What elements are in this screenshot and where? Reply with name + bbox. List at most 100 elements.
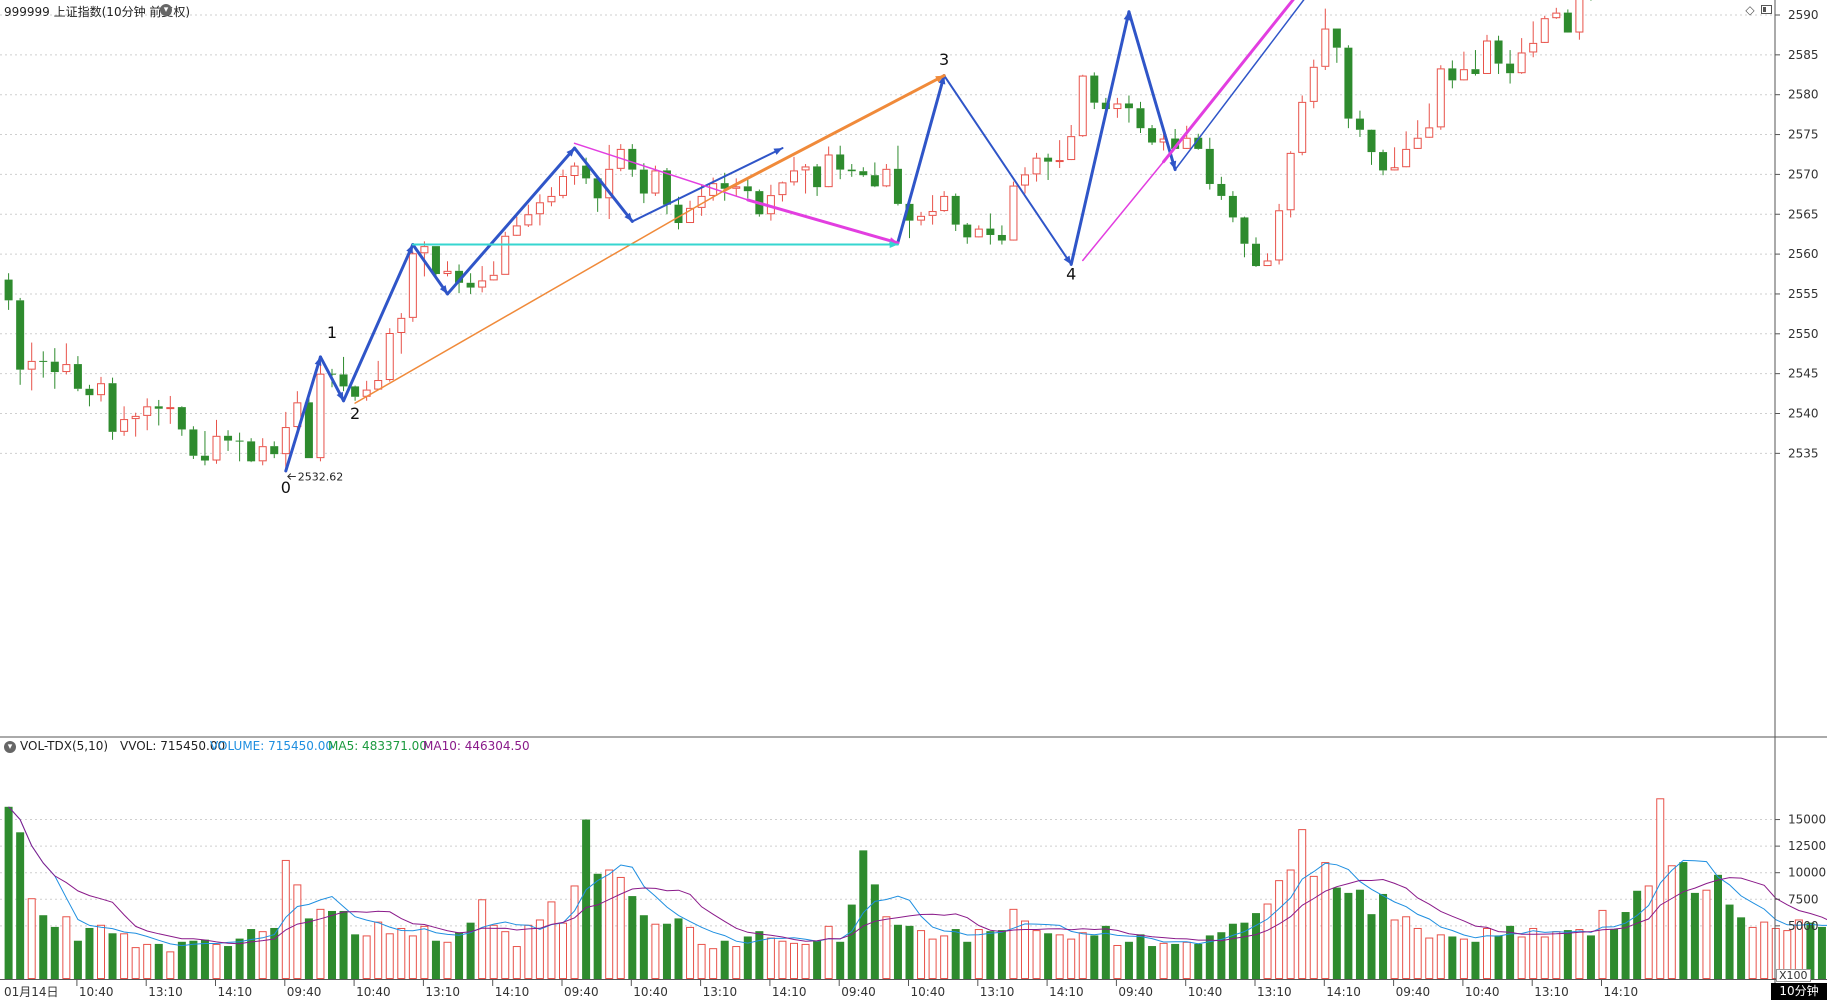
volume-bar <box>1667 865 1676 979</box>
volume-bar <box>1309 875 1318 979</box>
candle-body <box>501 235 510 275</box>
candle-body <box>131 415 140 420</box>
chevron-down-icon[interactable]: ▾ <box>4 741 16 753</box>
time-tick-label: 09:40 <box>564 985 599 999</box>
volume-bar <box>928 938 937 980</box>
candle-body <box>651 170 660 194</box>
volume-bar <box>1679 862 1688 979</box>
volume-layer <box>4 798 1827 980</box>
candle-body <box>559 175 567 196</box>
candle-body <box>1390 167 1399 171</box>
volume-bar <box>1598 909 1607 980</box>
time-tick-label: 10:40 <box>633 985 668 999</box>
volume-bar <box>108 933 117 979</box>
volume-bar <box>1817 926 1826 979</box>
wave-arrowhead <box>314 356 322 366</box>
time-tick-label: 10:40 <box>911 985 946 999</box>
candle-body <box>177 407 186 430</box>
time-tick-label: 10:40 <box>1465 985 1500 999</box>
wave-line <box>573 146 634 223</box>
wave-line <box>896 74 946 244</box>
volume-bar <box>1067 938 1076 980</box>
time-tick-label: 13:10 <box>1257 985 1292 999</box>
candle-body <box>905 203 914 221</box>
volume-bar <box>397 927 406 980</box>
candle-body <box>743 186 752 192</box>
chevron-down-icon[interactable]: ▾ <box>160 4 172 16</box>
price-tick-label: 2585 <box>1788 48 1819 62</box>
candle-body <box>1413 137 1422 149</box>
volume-bar <box>374 921 383 980</box>
volume-bar <box>870 884 879 979</box>
volume-bar <box>743 936 752 979</box>
panel-toggle-icon[interactable] <box>1761 5 1772 14</box>
volume-bar <box>824 925 833 979</box>
wave-line <box>354 189 726 404</box>
candle-body <box>420 246 429 254</box>
candle-body <box>674 204 683 224</box>
candle-body <box>1217 183 1226 196</box>
candle-body <box>97 383 105 396</box>
candle-body <box>1044 157 1053 162</box>
volume-bar <box>120 933 129 980</box>
volume-bar <box>408 935 417 979</box>
candle-body <box>535 202 544 215</box>
volume-bar <box>720 940 729 979</box>
volume-bar <box>559 922 567 980</box>
period-label[interactable]: 10分钟 <box>1771 983 1827 1000</box>
volume-bar <box>1436 934 1445 980</box>
candle-body <box>281 427 290 455</box>
volume-bar <box>1355 889 1364 979</box>
price-tick-label: 2555 <box>1788 287 1819 301</box>
candle-body <box>1078 75 1087 137</box>
volume-bar <box>732 946 741 979</box>
candle-body <box>1552 12 1561 19</box>
price-marker-label: 2532.62 <box>298 470 344 483</box>
wave-line <box>342 243 415 403</box>
candle-body <box>4 279 13 301</box>
volume-bar <box>131 947 140 979</box>
time-tick-label: 14:10 <box>495 985 530 999</box>
volume-bar <box>385 933 394 980</box>
candle-body <box>951 195 960 225</box>
volume-bar <box>662 923 671 979</box>
volume-bar <box>1448 936 1457 979</box>
candle-body <box>1471 69 1480 74</box>
wave-label: 1 <box>327 323 337 342</box>
candle-body <box>963 224 972 238</box>
volume-bar <box>1459 938 1468 980</box>
candle-body <box>859 171 868 176</box>
volume-bar <box>709 948 718 979</box>
candle-body <box>1321 28 1330 67</box>
candle-body <box>293 402 302 428</box>
candle-body <box>85 388 94 396</box>
candle-body <box>1240 217 1249 244</box>
volume-bar <box>1101 925 1110 979</box>
wave-arrowhead <box>336 391 344 401</box>
volume-bar <box>1113 944 1122 980</box>
volume-bar <box>836 941 845 979</box>
volume-bar <box>351 934 360 979</box>
volume-bar <box>1240 922 1249 979</box>
candle-body <box>1101 102 1110 110</box>
candle-body <box>928 211 937 216</box>
ma5-value: MA5: 483371.00 <box>328 739 427 753</box>
diamond-icon[interactable]: ◇ <box>1745 3 1755 17</box>
volume-bar <box>1044 933 1053 979</box>
volume-bar <box>177 941 186 979</box>
volume-bar <box>1760 921 1769 980</box>
candle-body <box>997 234 1006 241</box>
candle-body <box>1540 18 1549 43</box>
volume-bar <box>1644 885 1653 979</box>
candle-body <box>339 374 348 387</box>
volume-bar <box>1552 931 1561 979</box>
labels-layer: 01234550512532.622618.98 <box>281 50 1077 497</box>
volume-bar <box>940 935 949 979</box>
volume-bar <box>1009 908 1018 979</box>
volume-bar <box>1275 880 1284 979</box>
wave-arrowhead <box>889 241 898 249</box>
wave-line <box>1127 10 1177 172</box>
wave-line <box>284 355 322 473</box>
candle-body <box>224 435 233 441</box>
